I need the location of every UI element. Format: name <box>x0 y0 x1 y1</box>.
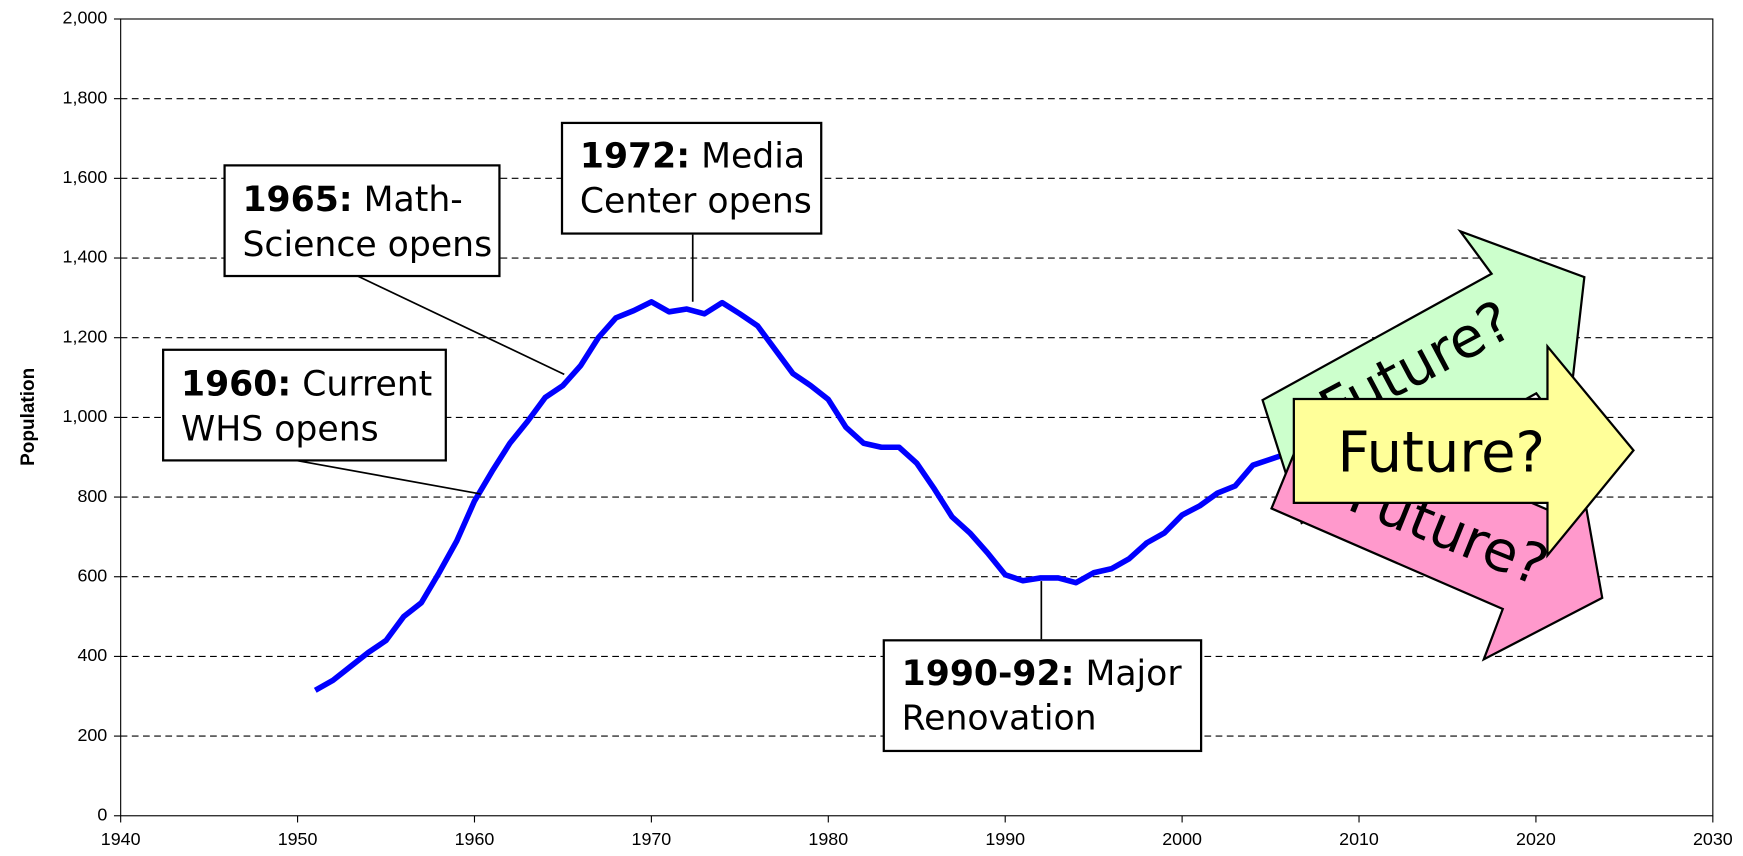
y-tick-label: 1,600 <box>63 167 108 187</box>
y-tick-label: 1,800 <box>63 87 108 107</box>
annotation-line: Math- <box>364 180 463 220</box>
annotation-box <box>162 348 447 462</box>
annotation: 1960: Current WHS opens <box>162 348 447 462</box>
leader-line <box>357 275 565 376</box>
annotation-box <box>882 639 1203 753</box>
x-tick-label: 1940 <box>101 829 141 849</box>
annotation-line: Major <box>1085 654 1182 694</box>
future-arrow: Future? <box>1292 343 1635 559</box>
x-tick-label: 1970 <box>632 829 672 849</box>
x-tick-label: 1980 <box>808 829 848 849</box>
data-line <box>313 299 1307 693</box>
annotation-text: 1960: Current <box>181 365 432 405</box>
annotation-text: Renovation <box>902 699 1097 739</box>
annotation-box <box>560 121 823 235</box>
annotation-text: 1965: Math- <box>242 180 462 220</box>
x-tick-label: 1950 <box>278 829 318 849</box>
y-tick-label: 1,000 <box>63 406 108 426</box>
annotation-bold: 1990-92: <box>902 654 1075 694</box>
annotation-text: Center opens <box>580 181 812 221</box>
annotation-bold: 1965: <box>242 180 352 220</box>
y-tick-label: 200 <box>77 725 107 745</box>
y-tick-label: 800 <box>77 486 107 506</box>
annotation-text: Science opens <box>242 225 492 265</box>
arrow-shape <box>1292 343 1635 559</box>
annotation: 1965: Math- Science opens <box>223 164 501 278</box>
annotation-text: 1990-92: Major <box>902 654 1183 694</box>
x-tick-label: 1960 <box>455 829 495 849</box>
series <box>313 299 1307 693</box>
annotation-box <box>223 164 501 278</box>
leader-line <box>295 459 481 495</box>
arrow-text: Future? <box>1338 421 1546 486</box>
x-tick-label: 1990 <box>985 829 1025 849</box>
annotation-line: Current <box>302 365 432 405</box>
leaders <box>295 234 1043 640</box>
y-tick-label: 1,400 <box>63 247 108 267</box>
y-tick-label: 1,200 <box>63 326 108 346</box>
ticks: 0 200 400 600 800 1,000 1,200 1,400 1,600 1,800 2,… <box>63 8 1733 849</box>
x-tick-label: 2030 <box>1693 829 1733 849</box>
x-tick-label: 2020 <box>1516 829 1556 849</box>
x-tick-label: 2010 <box>1339 829 1379 849</box>
annotation: 1972: Media Center opens <box>560 121 823 235</box>
y-tick-label: 400 <box>77 645 107 665</box>
annotation-bold: 1960: <box>181 365 291 405</box>
annotation-bold: 1972: <box>580 137 690 177</box>
annotation-text: 1972: Media <box>580 137 805 177</box>
annotation-text: WHS opens <box>181 409 379 449</box>
y-tick-label: 0 <box>97 804 107 824</box>
y-tick-label: 600 <box>77 565 107 585</box>
y-tick-label: 2,000 <box>63 8 108 28</box>
x-tick-label: 2000 <box>1162 829 1202 849</box>
y-axis-label: Population <box>18 368 39 466</box>
annotation-line: Media <box>701 137 805 177</box>
annotation: 1990-92: Major Renovation <box>882 639 1203 753</box>
